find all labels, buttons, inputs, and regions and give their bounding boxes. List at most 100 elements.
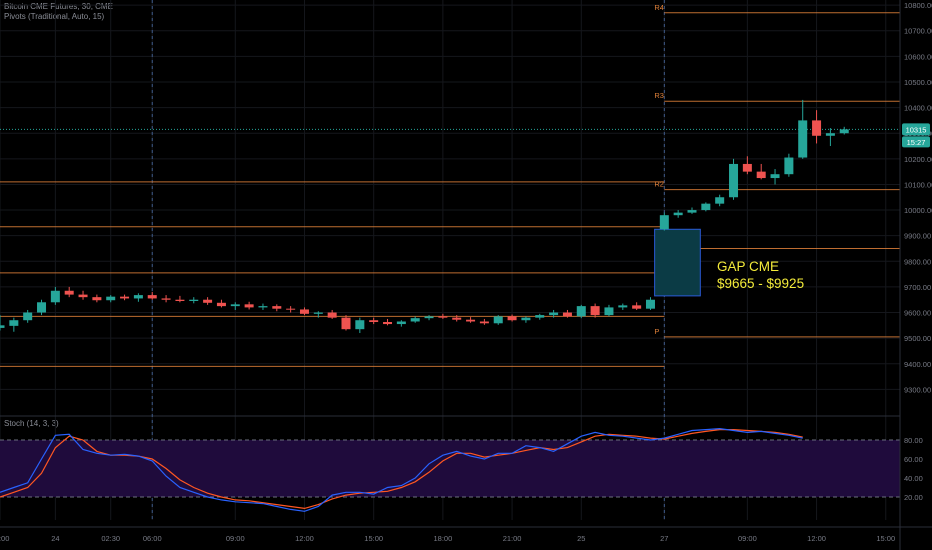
time-tick-label: 15:00: [364, 534, 383, 543]
time-tick-label: 12:00: [807, 534, 826, 543]
candle-body: [590, 306, 600, 316]
symbol-legend[interactable]: Bitcoin CME Futures, 30, CME: [4, 2, 113, 11]
candle-body: [23, 312, 33, 321]
candle-body: [493, 316, 503, 324]
candle-body: [715, 197, 725, 204]
candle-body: [258, 306, 268, 308]
gap-annotation: GAP CME $9665 - $9925: [654, 228, 804, 297]
candle-body: [562, 312, 572, 317]
time-tick-label: 09:00: [738, 534, 757, 543]
stoch-legend[interactable]: Stoch (14, 3, 3): [4, 419, 59, 428]
candle-body: [383, 322, 393, 325]
candle-body: [784, 157, 794, 175]
candle-body: [50, 290, 60, 303]
candle-body: [286, 308, 296, 310]
countdown-tag-value: 15:27: [907, 138, 926, 147]
candle-body: [299, 309, 309, 314]
candle-body: [120, 296, 130, 299]
candle-body: [161, 298, 171, 300]
candle-body: [396, 321, 406, 325]
price-tick-label: 9400.00: [904, 360, 931, 369]
pivot-label-r2: R2: [654, 180, 664, 189]
time-tick-label: 27: [660, 534, 668, 543]
price-tick-label: 9500.00: [904, 334, 931, 343]
candle-body: [576, 306, 586, 317]
candle-body: [812, 120, 822, 136]
candle-body: [645, 299, 655, 309]
price-tick-label: 9800.00: [904, 257, 931, 266]
price-tick-label: 10200.00: [904, 155, 932, 164]
candle-body: [618, 305, 628, 308]
stoch-tick-label: 20.00: [904, 493, 923, 502]
time-tick-label: 18:00: [0, 534, 9, 543]
candle-body: [203, 299, 213, 303]
candle-body: [507, 316, 517, 321]
price-tick-label: 9900.00: [904, 232, 931, 241]
candle-body: [825, 133, 835, 136]
candle-body: [742, 163, 752, 172]
time-tick-label: 24: [51, 534, 59, 543]
time-tick-label: 25: [577, 534, 585, 543]
price-tag-value: 10315: [906, 125, 927, 134]
price-tick-label: 10000.00: [904, 206, 932, 215]
candle-body: [78, 294, 88, 298]
candle-body: [701, 203, 711, 211]
candle-body: [37, 302, 47, 313]
candle-body: [106, 296, 116, 301]
candle-body: [133, 295, 143, 299]
pivot-label-r4: R4: [654, 3, 664, 12]
pivot-label-r3: R3: [654, 91, 664, 100]
candle-body: [9, 320, 19, 326]
candle-body: [770, 174, 780, 179]
candle-body: [147, 295, 157, 299]
grid: [0, 0, 900, 520]
stoch-tick-label: 60.00: [904, 455, 923, 464]
price-tick-label: 10100.00: [904, 180, 932, 189]
time-tick-label: 12:00: [295, 534, 314, 543]
candle-body: [0, 325, 5, 328]
candle-body: [355, 320, 365, 330]
candle-body: [466, 319, 476, 322]
price-tick-label: 9600.00: [904, 309, 931, 318]
candle-body: [230, 304, 240, 307]
candle-body: [659, 215, 669, 230]
price-tick-label: 9700.00: [904, 283, 931, 292]
stoch-band-fill: [0, 440, 900, 497]
time-tick-label: 02:30: [101, 534, 120, 543]
candle-body: [64, 290, 74, 295]
candle-body: [410, 318, 420, 322]
candle-body: [632, 305, 642, 309]
candle-body: [369, 320, 379, 323]
candle-body: [521, 317, 531, 321]
candle-body: [175, 299, 185, 302]
stoch-overbought-oversold-band: [0, 439, 900, 498]
price-tick-label: 10800.00: [904, 1, 932, 10]
candle-body: [673, 212, 683, 216]
stoch-tick-label: 80.00: [904, 436, 923, 445]
candle-body: [341, 317, 351, 330]
candle-body: [687, 210, 697, 213]
pivot-label-p: P: [654, 327, 659, 336]
candle-body: [729, 163, 739, 198]
price-tick-label: 10600.00: [904, 52, 932, 61]
candle-body: [272, 306, 282, 309]
pivots-legend[interactable]: Pivots (Traditional, Auto, 15): [4, 12, 105, 21]
countdown-tag-box: [902, 136, 930, 148]
candle-body: [438, 316, 448, 318]
stoch-tick-label: 40.00: [904, 474, 923, 483]
price-tick-label: 10700.00: [904, 27, 932, 36]
gap-label-title: GAP CME: [717, 259, 779, 274]
candle-body: [839, 129, 849, 134]
time-tick-label: 18:00: [433, 534, 452, 543]
candle-body: [244, 304, 254, 308]
candle-body: [313, 312, 323, 314]
candle-body: [604, 307, 614, 316]
candles: [0, 99, 849, 334]
stoch-k-line: [0, 427, 803, 512]
candle-body: [92, 297, 102, 301]
candle-body: [216, 302, 226, 307]
stochastic-lines: [0, 427, 803, 512]
candle-body: [424, 316, 434, 319]
